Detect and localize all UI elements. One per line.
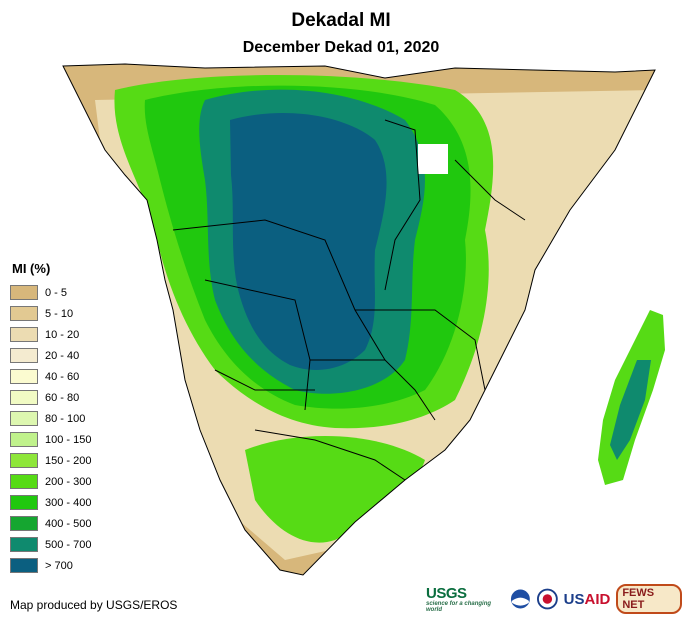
legend-swatch [10, 306, 38, 321]
legend-swatch [10, 432, 38, 447]
legend-label: 60 - 80 [45, 391, 80, 404]
legend-label: 80 - 100 [45, 412, 86, 425]
legend-label: 20 - 40 [45, 349, 80, 362]
legend-swatch [10, 495, 38, 510]
legend-item: 500 - 700 [10, 534, 91, 555]
mi-map [62, 63, 665, 576]
legend-label: 40 - 60 [45, 370, 80, 383]
legend-item: 0 - 5 [10, 282, 91, 303]
legend-swatch [10, 411, 38, 426]
no-data-patch [418, 144, 448, 174]
legend-item: 200 - 300 [10, 471, 91, 492]
legend: MI (%) 0 - 5 5 - 10 10 - 20 20 - 40 40 - 60 6… [10, 261, 91, 576]
legend-item: 40 - 60 [10, 366, 91, 387]
legend-swatch [10, 390, 38, 405]
legend-swatch [10, 537, 38, 552]
legend-item: 300 - 400 [10, 492, 91, 513]
legend-item: 80 - 100 [10, 408, 91, 429]
legend-item: 10 - 20 [10, 324, 91, 345]
legend-label: 10 - 20 [45, 328, 80, 341]
map-title: Dekadal MI [291, 10, 391, 31]
legend-label: 5 - 10 [45, 307, 74, 320]
legend-label: > 700 [45, 559, 73, 572]
legend-swatch [10, 516, 38, 531]
usaid-suffix: AID [584, 590, 611, 608]
usaid-prefix: US [563, 590, 585, 608]
legend-label: 300 - 400 [45, 496, 92, 509]
legend-label: 100 - 150 [45, 433, 92, 446]
legend-label: 150 - 200 [45, 454, 92, 467]
moisture-zone-over-700 [230, 112, 387, 370]
legend-title: MI (%) [12, 261, 51, 276]
legend-swatch [10, 327, 38, 342]
usgs-tagline: science for a changing world [426, 600, 492, 613]
fewsnet-logo: FEWS NET [616, 584, 682, 614]
legend-swatch [10, 453, 38, 468]
legend-label: 500 - 700 [45, 538, 92, 551]
usaid-seal-icon [536, 588, 558, 610]
legend-item: 400 - 500 [10, 513, 91, 534]
legend-item: 5 - 10 [10, 303, 91, 324]
legend-item: 60 - 80 [10, 387, 91, 408]
madagascar-wet-core [610, 360, 651, 460]
legend-swatch [10, 348, 38, 363]
legend-label: 400 - 500 [45, 517, 92, 530]
usaid-logo: USAID [564, 591, 611, 608]
legend-item: 100 - 150 [10, 429, 91, 450]
legend-swatch [10, 285, 38, 300]
legend-item: 20 - 40 [10, 345, 91, 366]
usgs-logo: USGS science for a changing world [426, 586, 504, 613]
legend-swatch [10, 474, 38, 489]
legend-label: 200 - 300 [45, 475, 92, 488]
legend-swatch [10, 369, 38, 384]
legend-swatch [10, 558, 38, 573]
noaa-logo-icon [511, 589, 530, 609]
country-borders [62, 63, 656, 576]
logo-strip: USGS science for a changing world USAID … [426, 584, 682, 614]
usgs-logo-text: USGS [426, 584, 467, 602]
legend-label: 0 - 5 [45, 286, 68, 299]
credit-text: Map produced by USGS/EROS [10, 598, 178, 612]
moisture-zone-south [245, 436, 425, 543]
map-subtitle: December Dekad 01, 2020 [242, 39, 440, 56]
legend-item: 150 - 200 [10, 450, 91, 471]
legend-item: > 700 [10, 555, 91, 576]
